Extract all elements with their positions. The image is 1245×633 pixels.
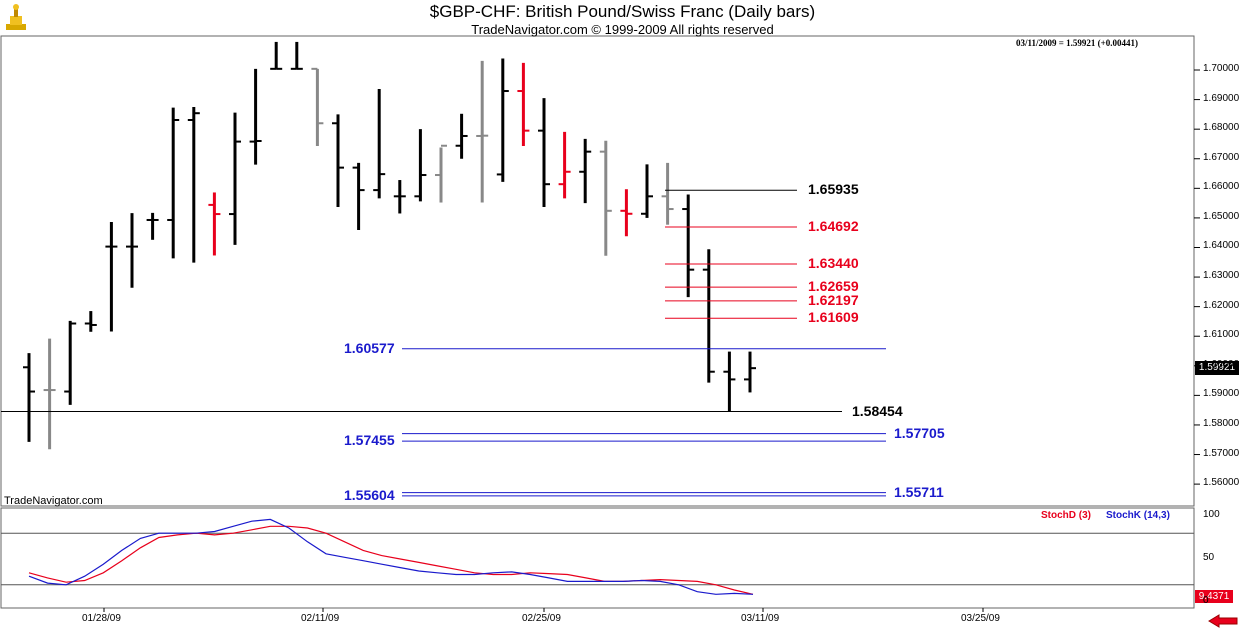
stoch-last-marker: 9.4371	[1195, 590, 1233, 603]
y-axis-tick-label: 1.69000	[1203, 92, 1240, 104]
oscillator-tick-label: 0	[1203, 595, 1209, 606]
x-axis-tick-label: 03/25/09	[961, 613, 1000, 624]
chart-subtitle: TradeNavigator.com © 1999-2009 All right…	[471, 22, 774, 37]
price-level-label: 1.62197	[808, 291, 859, 308]
price-level-label: 1.58454	[852, 402, 903, 419]
price-level-label: 1.57455	[344, 432, 395, 449]
x-axis-tick-label: 01/28/09	[82, 613, 121, 624]
y-axis-tick-label: 1.61000	[1203, 329, 1240, 341]
y-axis-tick-label: 1.60000	[1203, 358, 1240, 370]
y-axis-tick-label: 1.57000	[1203, 447, 1240, 459]
y-axis-tick-label: 1.65000	[1203, 210, 1240, 222]
y-axis-tick-label: 1.63000	[1203, 270, 1240, 282]
x-axis-tick-label: 02/25/09	[522, 613, 561, 624]
watermark: TradeNavigator.com	[4, 495, 103, 507]
price-level-label: 1.65935	[808, 181, 859, 198]
chart-title: $GBP-CHF: British Pound/Swiss Franc (Dai…	[429, 2, 816, 21]
oscillator-tick-label: 50	[1203, 552, 1215, 563]
legend-stochk: StochK (14,3)	[1106, 510, 1170, 521]
y-axis-tick-label: 1.62000	[1203, 299, 1240, 311]
price-level-label: 1.62659	[808, 278, 859, 295]
x-axis-tick-label: 02/11/09	[301, 613, 340, 624]
price-level-label: 1.63440	[808, 255, 859, 272]
y-axis-tick-label: 1.64000	[1203, 240, 1240, 252]
x-axis-tick-label: 03/11/09	[741, 613, 780, 624]
y-axis-tick-label: 1.66000	[1203, 181, 1240, 193]
legend-stochd: StochD (3)	[1041, 510, 1091, 521]
trade-navigator-logo-icon	[2, 2, 30, 34]
scroll-left-arrow-icon[interactable]	[1207, 614, 1239, 628]
price-status: 03/11/2009 = 1.59921 (+0.00441)	[1016, 38, 1139, 48]
price-level-label: 1.55604	[344, 486, 395, 503]
y-axis-tick-label: 1.56000	[1203, 477, 1240, 489]
last-price-marker: 1.59921	[1195, 361, 1239, 376]
y-axis-tick-label: 1.70000	[1203, 63, 1240, 74]
y-axis-tick-label: 1.59000	[1203, 388, 1240, 400]
oscillator-frame	[0, 507, 1195, 609]
price-level-label: 1.57705	[894, 424, 945, 441]
stochd-line	[28, 525, 754, 595]
oscillator-tick-label: 100	[1203, 509, 1220, 520]
y-axis-tick-label: 1.68000	[1203, 122, 1240, 134]
price-level-label: 1.60577	[344, 339, 395, 356]
price-level-label: 1.64692	[808, 218, 859, 235]
price-level-label: 1.55711	[894, 483, 944, 500]
y-axis-tick-label: 1.67000	[1203, 151, 1240, 163]
price-level-label: 1.61609	[808, 309, 859, 326]
main-plot-frame	[0, 35, 1195, 507]
y-axis-tick-label: 1.58000	[1203, 417, 1240, 429]
stochk-line	[28, 518, 754, 595]
